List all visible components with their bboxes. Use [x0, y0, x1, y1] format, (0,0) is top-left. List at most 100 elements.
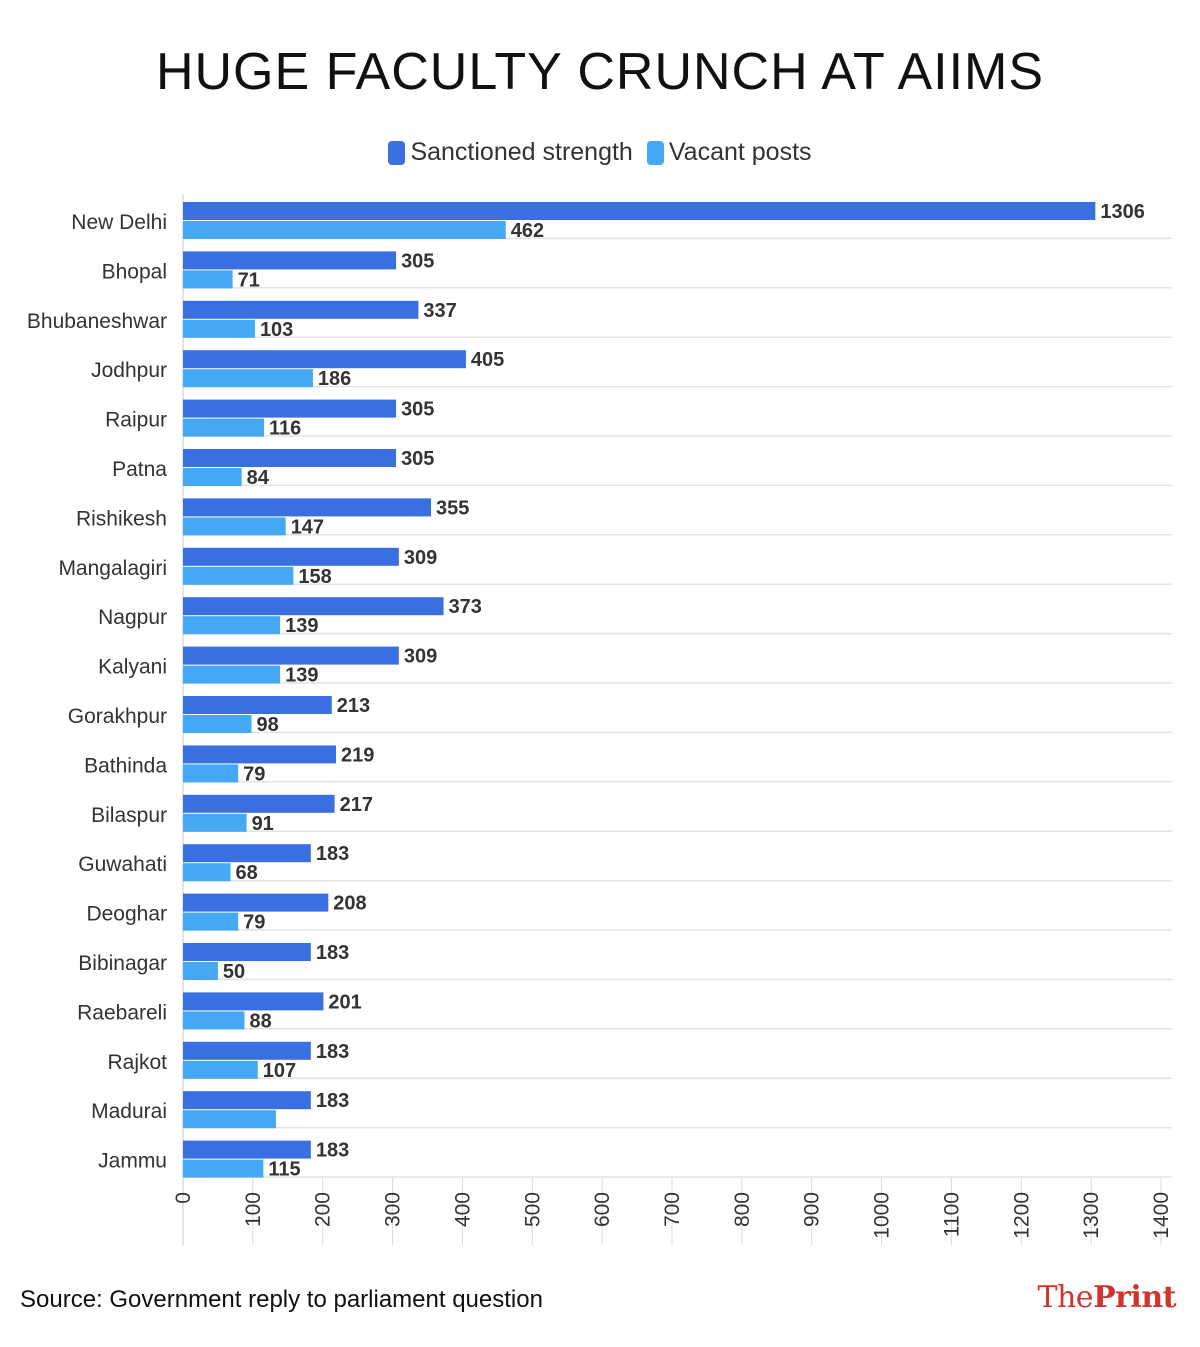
vacant-value-label: 79: [243, 912, 265, 934]
category-label: Rajkot: [107, 1051, 167, 1074]
legend-label-sanctioned: Sanctioned strength: [410, 138, 633, 166]
x-tick-label: 1300: [1080, 1192, 1103, 1239]
sanctioned-bar: [183, 1091, 311, 1110]
category-label: Guwahati: [78, 853, 167, 876]
category-label: Bhopal: [102, 260, 167, 283]
sanctioned-value-label: 309: [404, 646, 437, 668]
x-tick-label: 1100: [940, 1192, 963, 1237]
sanctioned-value-label: 355: [436, 497, 469, 519]
sanctioned-bar: [183, 498, 431, 517]
vacant-bar: [183, 1011, 245, 1030]
vacant-value-label: 50: [223, 961, 245, 983]
sanctioned-bar: [183, 943, 311, 961]
sanctioned-value-label: 373: [449, 596, 482, 618]
x-tick-label: 700: [661, 1192, 684, 1227]
vacant-value-label: 107: [263, 1060, 296, 1082]
category-label: Deoghar: [86, 903, 167, 926]
sanctioned-bar: [183, 844, 311, 863]
vacant-value-label: 186: [318, 368, 351, 390]
sanctioned-value-label: 208: [333, 893, 366, 915]
category-label: New Delhi: [71, 211, 167, 234]
x-tick-label: 1000: [871, 1192, 894, 1239]
vacant-bar: [183, 566, 294, 585]
vacant-value-label: 462: [511, 220, 544, 242]
sanctioned-bar: [183, 350, 466, 369]
legend-label-vacant: Vacant posts: [668, 138, 812, 166]
sanctioned-bar: [183, 745, 336, 764]
vacant-value-label: 91: [252, 813, 274, 835]
legend: Sanctioned strength Vacant posts: [0, 138, 1200, 167]
category-label: Bilaspur: [91, 804, 167, 827]
sanctioned-value-label: 183: [316, 942, 349, 964]
sanctioned-bar: [183, 449, 397, 467]
sanctioned-value-label: 1306: [1100, 201, 1145, 223]
legend-item-sanctioned: Sanctioned strength: [388, 138, 633, 167]
sanctioned-value-label: 213: [337, 695, 370, 717]
sanctioned-value-label: 219: [341, 744, 374, 766]
sanctioned-bar: [183, 1140, 311, 1159]
vacant-value-label: 158: [298, 566, 331, 588]
vacant-bar: [183, 665, 281, 684]
vacant-bar: [183, 616, 281, 635]
category-label: Raebareli: [77, 1001, 167, 1024]
legend-item-vacant: Vacant posts: [646, 138, 812, 167]
sanctioned-bar: [183, 597, 444, 616]
vacant-bar: [183, 962, 218, 980]
category-label: Jodhpur: [91, 359, 167, 382]
sanctioned-bar: [183, 696, 332, 714]
sanctioned-value-label: 305: [401, 399, 434, 421]
vacant-bar: [183, 1060, 258, 1079]
brand-logo: ThePrint: [1037, 1280, 1176, 1315]
sanctioned-bar: [183, 251, 397, 270]
x-tick-label: 200: [312, 1192, 335, 1227]
vacant-bar: [183, 1159, 264, 1178]
vacant-value-label: 116: [269, 418, 301, 440]
x-tick-label: 400: [451, 1192, 474, 1227]
vacant-value-label: 79: [243, 763, 265, 785]
bar-chart: New Delhi 1306 462 Bhopal 305 71 Bhubaneshwar 3…: [27, 195, 1173, 1245]
vacant-value-label: 115: [268, 1159, 300, 1181]
vacant-bar: [183, 813, 247, 832]
vacant-bar: [183, 517, 286, 536]
vacant-bar: [183, 1110, 276, 1129]
category-label: Jammu: [98, 1150, 167, 1173]
vacant-value-label: 98: [256, 714, 278, 736]
vacant-value-label: 68: [236, 862, 258, 884]
sanctioned-bar: [183, 1041, 311, 1060]
category-label: Nagpur: [98, 606, 167, 629]
sanctioned-bar: [183, 399, 397, 418]
category-label: Gorakhpur: [68, 705, 167, 728]
category-label: Mangalagiri: [58, 557, 167, 580]
category-label: Madurai: [91, 1100, 167, 1123]
legend-swatch-vacant: [646, 140, 664, 165]
sanctioned-bar: [183, 202, 1096, 220]
sanctioned-value-label: 183: [316, 1140, 349, 1162]
sanctioned-value-label: 309: [404, 547, 437, 569]
vacant-bar: [183, 369, 313, 388]
sanctioned-value-label: 183: [316, 1041, 349, 1063]
sanctioned-value-label: 337: [423, 300, 456, 322]
category-label: Raipur: [105, 409, 167, 432]
sanctioned-bar: [183, 893, 329, 912]
sanctioned-bar: [183, 300, 419, 319]
vacant-value-label: 71: [238, 269, 260, 291]
sanctioned-value-label: 217: [340, 794, 373, 816]
vacant-bar: [183, 270, 233, 289]
category-label: Kalyani: [98, 656, 167, 679]
sanctioned-value-label: 305: [401, 448, 434, 470]
vacant-bar: [183, 764, 239, 783]
sanctioned-value-label: 201: [328, 991, 361, 1013]
vacant-bar: [183, 715, 252, 733]
category-label: Bathinda: [84, 754, 167, 777]
chart-title: HUGE FACULTY CRUNCH AT AIIMS: [155, 43, 1045, 101]
sanctioned-value-label: 405: [471, 349, 504, 371]
sanctioned-bar: [183, 646, 399, 665]
vacant-value-label: 139: [285, 615, 318, 637]
vacant-bar: [183, 863, 231, 882]
vacant-value-label: 139: [285, 665, 318, 687]
vacant-bar: [183, 912, 239, 931]
category-label: Bibinagar: [78, 952, 167, 975]
x-tick-label: 1200: [1010, 1192, 1033, 1239]
vacant-value-label: 103: [260, 319, 293, 341]
source-note: Source: Government reply to parliament q…: [20, 1286, 543, 1313]
